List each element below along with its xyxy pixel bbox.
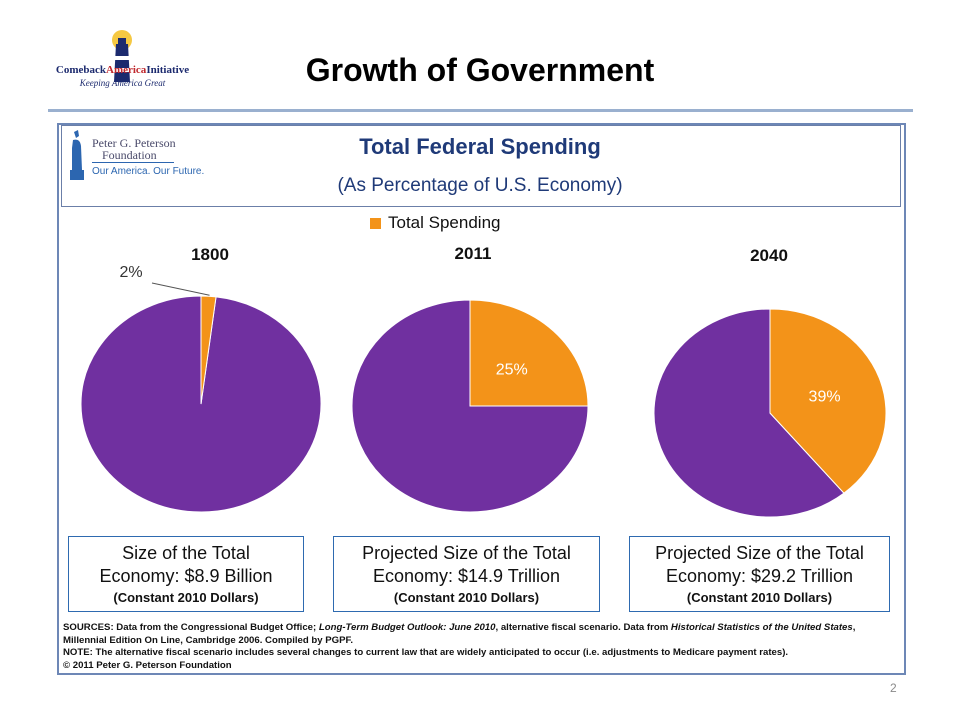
economy-box-2011-line3: (Constant 2010 Dollars) <box>393 590 540 605</box>
slide-title: Growth of Government <box>305 52 655 88</box>
economy-box-1800: Size of the Total Economy: $8.9 Billion … <box>68 536 304 612</box>
chart-title: Total Federal Spending <box>359 134 601 159</box>
pie-year-label-2040: 2040 <box>750 246 788 265</box>
pie-2040-spending-slice <box>769 308 887 494</box>
legend-swatch-total-spending <box>370 217 381 229</box>
economy-box-2040: Projected Size of the Total Economy: $29… <box>629 536 890 612</box>
logo-name: ComebackAmericaInitiative <box>55 64 190 76</box>
pie-year-label-2011: 2011 <box>455 244 492 263</box>
economy-box-2011-line2: Economy: $14.9 Trillion <box>372 566 561 586</box>
economy-box-2040-line2: Economy: $29.2 Trillion <box>665 566 854 586</box>
lighthouse-icon <box>112 30 132 82</box>
pie-2011-remainder-slice <box>351 299 589 513</box>
comeback-america-logo: ComebackAmericaInitiative Keeping Americ… <box>55 30 190 108</box>
pie-2040-remainder-slice <box>653 308 845 518</box>
copyright-note: © 2011 Peter G. Peterson Foundation <box>63 659 232 671</box>
pie-1800-spending-slice <box>200 295 217 405</box>
pie-value-label-2011: 25% <box>496 362 528 379</box>
pgpf-tagline: Our America. Our Future. <box>92 166 205 177</box>
economy-box-1800-line1: Size of the Total <box>122 543 250 563</box>
pie-value-label-2040: 39% <box>809 388 841 405</box>
pgpf-name-line2: Foundation <box>102 148 157 162</box>
chart-legend: Total Spending <box>370 212 500 234</box>
pgpf-rule <box>92 162 174 163</box>
legend-label-total-spending: Total Spending <box>388 213 501 232</box>
economy-box-1800-line2: Economy: $8.9 Billion <box>99 566 273 586</box>
pgpf-name-line1: Peter G. Peterson <box>92 136 176 150</box>
chart-subtitle: (As Percentage of U.S. Economy) <box>337 175 623 196</box>
economy-box-2011: Projected Size of the Total Economy: $14… <box>333 536 600 612</box>
chart-notes: SOURCES: Data from the Congressional Bud… <box>63 622 898 672</box>
fiscal-note: NOTE: The alternative fiscal scenario in… <box>63 647 789 659</box>
economy-box-2040-line1: Projected Size of the Total <box>655 543 864 563</box>
logo-tagline: Keeping America Great <box>79 78 166 88</box>
chart-frame <box>57 123 906 675</box>
economy-box-2011-line1: Projected Size of the Total <box>362 543 571 563</box>
pie-1800-leader-line <box>151 282 210 296</box>
title-divider <box>48 109 913 112</box>
economy-box-1800-line3: (Constant 2010 Dollars) <box>113 590 259 605</box>
economy-box-2040-line3: (Constant 2010 Dollars) <box>686 590 833 605</box>
pie-2011-spending-slice <box>469 299 589 407</box>
pie-value-label-1800: 2% <box>119 264 142 281</box>
page-number: 2 <box>890 681 897 695</box>
statue-of-liberty-icon <box>70 130 84 180</box>
sources-note: SOURCES: Data from the Congressional Bud… <box>63 622 856 646</box>
pgpf-logo: Peter G. Peterson Foundation Our America… <box>66 128 204 182</box>
chart-header <box>61 125 901 207</box>
pie-year-label-1800: 1800 <box>191 245 229 264</box>
